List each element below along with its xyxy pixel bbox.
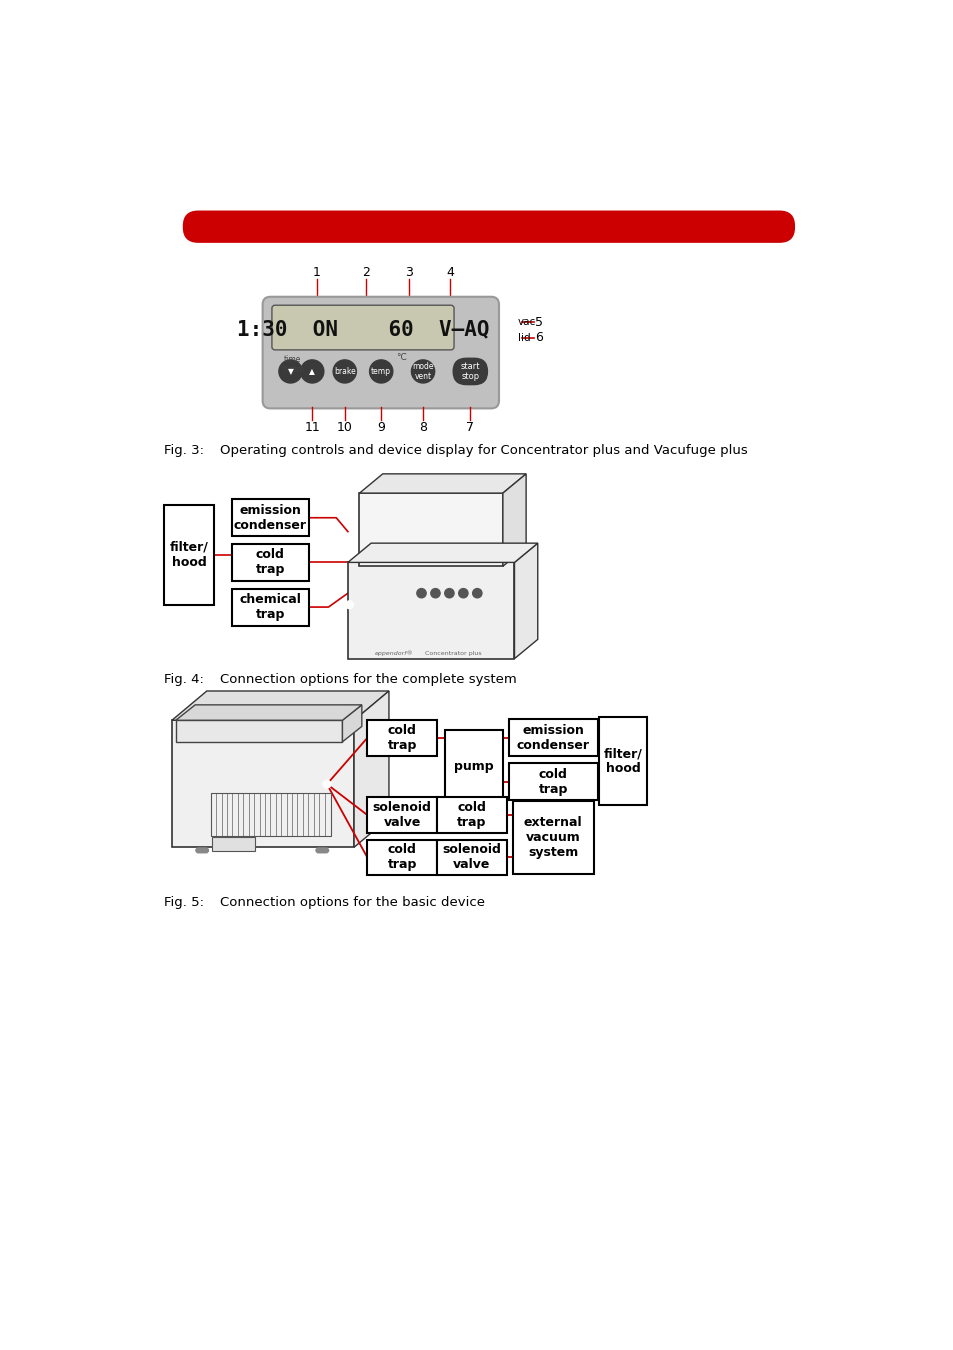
Text: Fig. 5:: Fig. 5: <box>164 896 204 910</box>
Text: 8: 8 <box>418 421 427 435</box>
Text: 1:30  ON    60  V–AQ: 1:30 ON 60 V–AQ <box>236 319 489 339</box>
Circle shape <box>300 360 323 383</box>
FancyBboxPatch shape <box>512 801 594 873</box>
Circle shape <box>458 589 468 598</box>
Polygon shape <box>354 691 389 848</box>
FancyBboxPatch shape <box>272 305 454 350</box>
Text: 6: 6 <box>535 331 542 344</box>
Polygon shape <box>359 474 525 493</box>
Text: Concentrator plus: Concentrator plus <box>425 651 481 656</box>
Text: filter/
hood: filter/ hood <box>603 747 641 775</box>
Text: solenoid
valve: solenoid valve <box>442 844 500 871</box>
Text: 1: 1 <box>313 266 320 278</box>
Polygon shape <box>342 705 361 741</box>
Text: time
h:mm: time h:mm <box>281 355 304 374</box>
Text: cold
trap: cold trap <box>456 801 486 829</box>
Text: 5: 5 <box>535 316 543 328</box>
Circle shape <box>416 589 426 598</box>
Polygon shape <box>175 705 361 721</box>
Text: filter/
hood: filter/ hood <box>170 541 208 568</box>
Text: 11: 11 <box>304 421 320 435</box>
FancyBboxPatch shape <box>195 848 209 853</box>
Circle shape <box>369 360 393 383</box>
Text: cold
trap: cold trap <box>538 768 567 796</box>
FancyBboxPatch shape <box>262 297 498 409</box>
FancyBboxPatch shape <box>172 721 354 848</box>
Circle shape <box>323 780 331 788</box>
Text: °C: °C <box>395 352 406 362</box>
FancyBboxPatch shape <box>348 563 514 659</box>
FancyBboxPatch shape <box>232 589 309 625</box>
Text: ▲: ▲ <box>309 367 314 375</box>
Polygon shape <box>502 474 525 566</box>
Circle shape <box>411 360 435 383</box>
Text: cold
trap: cold trap <box>387 724 416 752</box>
FancyBboxPatch shape <box>508 720 598 756</box>
Text: emission
condenser: emission condenser <box>233 504 307 532</box>
FancyBboxPatch shape <box>232 544 309 580</box>
Text: 7: 7 <box>466 421 474 435</box>
Circle shape <box>507 333 515 342</box>
Polygon shape <box>172 691 389 721</box>
FancyBboxPatch shape <box>232 500 309 536</box>
FancyBboxPatch shape <box>452 358 488 385</box>
Text: cold
trap: cold trap <box>387 844 416 871</box>
FancyBboxPatch shape <box>367 840 436 875</box>
Text: 10: 10 <box>336 421 353 435</box>
Text: Fig. 3:: Fig. 3: <box>164 444 204 458</box>
Text: Connection options for the complete system: Connection options for the complete syst… <box>220 672 517 686</box>
Text: 4: 4 <box>446 266 454 278</box>
Text: Connection options for the basic device: Connection options for the basic device <box>220 896 484 910</box>
Text: pump: pump <box>454 760 494 774</box>
Text: external
vacuum
system: external vacuum system <box>523 815 582 859</box>
Circle shape <box>472 589 481 598</box>
Text: 3: 3 <box>405 266 413 278</box>
FancyBboxPatch shape <box>436 798 506 833</box>
FancyBboxPatch shape <box>598 717 646 806</box>
Text: vac: vac <box>517 317 536 327</box>
FancyBboxPatch shape <box>367 721 436 756</box>
FancyBboxPatch shape <box>359 493 502 566</box>
Circle shape <box>345 601 353 609</box>
FancyBboxPatch shape <box>367 798 436 833</box>
Polygon shape <box>348 543 537 563</box>
Text: mode
vent: mode vent <box>412 362 434 381</box>
Text: temp: temp <box>371 367 391 375</box>
FancyBboxPatch shape <box>164 505 214 605</box>
FancyBboxPatch shape <box>315 848 329 853</box>
FancyBboxPatch shape <box>508 763 598 801</box>
Text: chemical
trap: chemical trap <box>239 593 301 621</box>
Circle shape <box>431 589 439 598</box>
Text: solenoid
valve: solenoid valve <box>373 801 431 829</box>
FancyBboxPatch shape <box>175 721 342 741</box>
FancyBboxPatch shape <box>436 840 506 875</box>
Text: brake: brake <box>334 367 355 375</box>
Text: lid: lid <box>517 332 530 343</box>
Text: eppendorf®: eppendorf® <box>375 651 414 656</box>
Circle shape <box>507 319 515 325</box>
FancyBboxPatch shape <box>445 730 503 803</box>
Circle shape <box>333 360 356 383</box>
Circle shape <box>278 360 302 383</box>
Circle shape <box>444 589 454 598</box>
Text: ▼: ▼ <box>287 367 294 375</box>
Text: Fig. 4:: Fig. 4: <box>164 672 204 686</box>
Text: 2: 2 <box>361 266 369 278</box>
FancyBboxPatch shape <box>212 837 254 850</box>
Text: emission
condenser: emission condenser <box>517 724 589 752</box>
Text: cold
trap: cold trap <box>255 548 285 576</box>
Polygon shape <box>514 543 537 659</box>
Text: 9: 9 <box>376 421 385 435</box>
Text: Operating controls and device display for Concentrator plus and Vacufuge plus: Operating controls and device display fo… <box>220 444 747 458</box>
Text: start
stop: start stop <box>460 362 479 381</box>
FancyBboxPatch shape <box>183 211 794 243</box>
